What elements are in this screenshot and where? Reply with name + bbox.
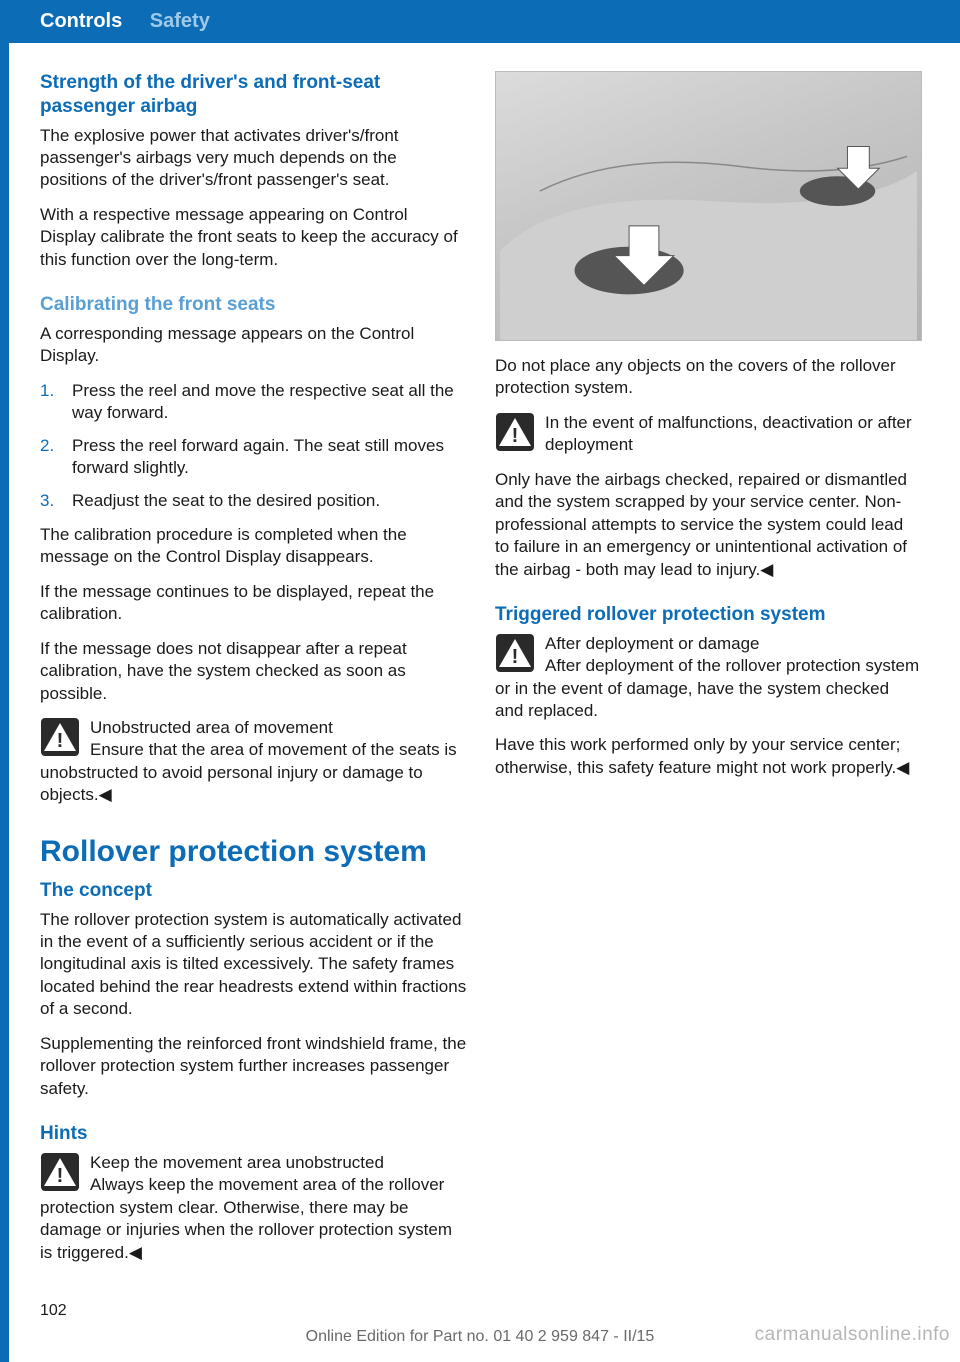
warning-block: ! Unobstructed area of movement Ensure t…: [40, 717, 467, 807]
page-number: 102: [40, 1302, 67, 1320]
warning-text: After deployment or damage After deploym…: [495, 633, 922, 723]
warning-body: After deployment of the rollover protect…: [495, 656, 919, 720]
header-tab-safety: Safety: [150, 10, 210, 32]
warning-block: ! In the event of malfunctions, deactiva…: [495, 412, 922, 457]
step-text: Press the reel and move the respective s…: [72, 381, 454, 422]
heading-rollover-system: Rollover protection system: [40, 835, 467, 869]
side-bar: [0, 0, 9, 1362]
para: Have this work performed only by your se…: [495, 734, 922, 779]
header-tab-controls: Controls: [40, 10, 122, 32]
warning-text: In the event of malfunctions, deactivati…: [495, 412, 922, 457]
watermark: carmanualsonline.info: [755, 1324, 950, 1346]
calibration-steps: 1. Press the reel and move the respective…: [40, 380, 467, 512]
step-number: 3.: [40, 490, 54, 512]
heading-airbag-strength: Strength of the driver's and front-seat …: [40, 71, 467, 119]
figure-caption: Do not place any objects on the covers o…: [495, 355, 922, 400]
warning-title: After deployment or damage: [545, 634, 760, 653]
warning-text: Keep the movement area unobstructed Alwa…: [40, 1152, 467, 1264]
svg-text:!: !: [512, 425, 519, 447]
step-number: 2.: [40, 435, 54, 457]
para: If the message does not disappear after …: [40, 638, 467, 705]
heading-triggered: Triggered rollover protection system: [495, 603, 922, 627]
para: If the message continues to be displayed…: [40, 581, 467, 626]
svg-text:!: !: [512, 646, 519, 668]
warning-icon: !: [495, 412, 537, 454]
warning-body: Always keep the movement area of the rol…: [40, 1175, 452, 1261]
warning-title: In the event of malfunctions, deactivati…: [545, 413, 912, 454]
warning-icon: !: [40, 717, 82, 759]
warning-icon: !: [40, 1152, 82, 1194]
step-number: 1.: [40, 380, 54, 402]
list-item: 1. Press the reel and move the respective…: [40, 380, 467, 425]
heading-hints: Hints: [40, 1122, 467, 1146]
warning-block: ! After deployment or damage After deplo…: [495, 633, 922, 723]
page-content: Strength of the driver's and front-seat …: [0, 43, 960, 1273]
warning-text: Unobstructed area of movement Ensure tha…: [40, 717, 467, 807]
para: A corresponding message appears on the C…: [40, 323, 467, 368]
warning-block: ! Keep the movement area unobstructed Al…: [40, 1152, 467, 1264]
para: The explosive power that activates drive…: [40, 125, 467, 192]
warning-title: Keep the movement area unobstructed: [90, 1153, 384, 1172]
warning-icon: !: [495, 633, 537, 675]
svg-text:!: !: [57, 730, 64, 752]
page-header: Controls Safety: [0, 0, 960, 43]
para: The calibration procedure is completed w…: [40, 524, 467, 569]
list-item: 3. Readjust the seat to the desired posit…: [40, 490, 467, 512]
warning-body: Ensure that the area of movement of the …: [40, 740, 457, 804]
heading-calibrating: Calibrating the front seats: [40, 293, 467, 317]
para: With a respective message appearing on C…: [40, 204, 467, 271]
svg-text:!: !: [57, 1165, 64, 1187]
para: The rollover protection system is automa…: [40, 909, 467, 1021]
step-text: Press the reel forward again. The seat s…: [72, 436, 444, 477]
warning-title: Unobstructed area of movement: [90, 718, 333, 737]
para: Supplementing the reinforced front winds…: [40, 1033, 467, 1100]
list-item: 2. Press the reel forward again. The seat…: [40, 435, 467, 480]
rollover-illustration: [495, 71, 922, 341]
warning-body: Only have the airbags checked, repaired …: [495, 469, 922, 581]
step-text: Readjust the seat to the desired positio…: [72, 491, 380, 510]
heading-concept: The concept: [40, 879, 467, 903]
